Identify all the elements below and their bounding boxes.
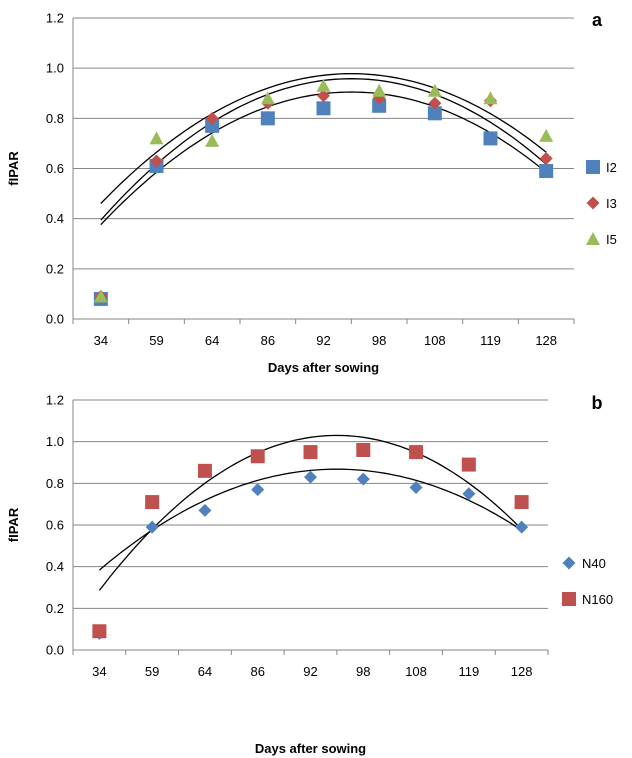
x-tick-label: 64 — [205, 333, 219, 348]
x-tick-label: 98 — [372, 333, 386, 348]
trendline-i5 — [100, 73, 547, 204]
y-tick-label: 0.2 — [46, 261, 64, 276]
x-tick-label: 108 — [424, 333, 446, 348]
x-tick-label: 59 — [145, 664, 159, 679]
x-tick-label: 92 — [303, 664, 317, 679]
x-tick-label: 128 — [535, 333, 557, 348]
data-point-i5 — [149, 131, 164, 145]
data-point-i3 — [539, 151, 553, 165]
x-tick-label: 64 — [198, 664, 212, 679]
data-point-n40 — [145, 520, 159, 534]
y-tick-label: 1.2 — [46, 393, 64, 408]
legend-marker-i5 — [586, 232, 600, 245]
y-tick-label: 0.4 — [46, 559, 64, 574]
legend-label: I3 — [606, 196, 617, 211]
y-axis-title: fIPAR — [6, 151, 21, 186]
data-point-i2 — [483, 131, 498, 146]
data-point-n40 — [462, 487, 476, 501]
y-axis-title: fIPAR — [6, 507, 21, 542]
legend-marker-n40 — [562, 556, 576, 570]
chart-panel-a: 0.0 0.2 0.4 0.6 0.8 1.0 1.2 34 59 64 86 92 98 108 119 1… — [6, 10, 617, 375]
x-tick-label: 34 — [92, 664, 106, 679]
x-tick-label: 92 — [316, 333, 330, 348]
x-tick-label: 98 — [356, 664, 370, 679]
data-point-n160 — [514, 495, 529, 510]
x-tick-label: 59 — [149, 333, 163, 348]
x-tick-label: 128 — [511, 664, 533, 679]
x-axis-title: Days after sowing — [268, 360, 379, 375]
y-tick-label: 0.6 — [46, 518, 64, 533]
trendline-n40 — [98, 468, 522, 571]
data-point-n40 — [304, 470, 317, 484]
data-point-n40 — [356, 472, 370, 486]
legend-label: I2 — [606, 160, 617, 175]
legend-marker-i2 — [586, 160, 600, 174]
data-point-i5 — [93, 289, 108, 303]
panel-label: a — [592, 10, 603, 30]
y-tick-label: 0.8 — [46, 476, 64, 491]
data-point-i5 — [372, 83, 387, 97]
y-tick-label: 0.4 — [46, 211, 64, 226]
data-point-i5 — [427, 83, 442, 97]
x-tick-label: 119 — [480, 333, 501, 348]
x-tick-label: 108 — [405, 664, 427, 679]
data-point-n160 — [92, 624, 107, 639]
data-point-n160 — [250, 449, 265, 464]
chart-panel-b: 0.0 0.2 0.4 0.6 0.8 1.0 1.2 34 59 64 86 92 98 108 119 1… — [6, 393, 613, 757]
panel-label: b — [592, 393, 603, 413]
y-tick-label: 0.6 — [46, 161, 64, 176]
legend-marker-n160 — [562, 592, 576, 606]
x-tick-label: 86 — [261, 333, 275, 348]
data-point-i5 — [205, 133, 220, 147]
data-point-i3 — [428, 96, 442, 110]
y-tick-label: 1.2 — [46, 11, 64, 26]
data-point-i2 — [372, 98, 387, 113]
data-point-i2 — [205, 118, 220, 133]
legend-label: N160 — [582, 592, 613, 607]
x-tick-label: 86 — [250, 664, 264, 679]
y-tick-label: 0.0 — [46, 643, 64, 658]
y-tick-label: 0.0 — [46, 312, 64, 327]
legend-label: I5 — [606, 232, 617, 247]
data-point-i3 — [150, 154, 163, 168]
legend-label: N40 — [582, 556, 606, 571]
data-point-i5 — [260, 91, 275, 105]
data-point-n160 — [145, 495, 160, 510]
y-tick-label: 0.2 — [46, 601, 64, 616]
y-tick-label: 1.0 — [46, 434, 64, 449]
data-point-n160 — [409, 445, 424, 460]
y-tick-label: 0.8 — [46, 111, 64, 126]
data-point-n160 — [461, 457, 476, 472]
data-point-n160 — [303, 445, 318, 460]
y-tick-label: 1.0 — [46, 61, 64, 76]
data-point-n40 — [251, 483, 265, 497]
data-point-i5 — [483, 91, 498, 105]
legend-marker-i3 — [586, 196, 600, 210]
data-point-i5 — [316, 78, 331, 92]
data-point-n160 — [356, 443, 371, 457]
data-point-i3 — [317, 89, 330, 103]
data-point-i3 — [205, 111, 219, 125]
data-point-i2 — [316, 101, 331, 116]
data-point-n40 — [515, 520, 529, 534]
data-point-i2 — [427, 106, 442, 121]
data-point-i2 — [539, 164, 554, 179]
x-tick-label: 34 — [94, 333, 108, 348]
data-point-n40 — [409, 481, 423, 494]
data-point-i2 — [260, 111, 275, 126]
data-point-n40 — [198, 503, 212, 517]
data-point-i5 — [539, 128, 554, 142]
data-point-n160 — [197, 463, 212, 478]
trendline-n160 — [98, 434, 523, 591]
x-tick-label: 119 — [458, 664, 479, 679]
x-axis-title: Days after sowing — [255, 741, 366, 756]
